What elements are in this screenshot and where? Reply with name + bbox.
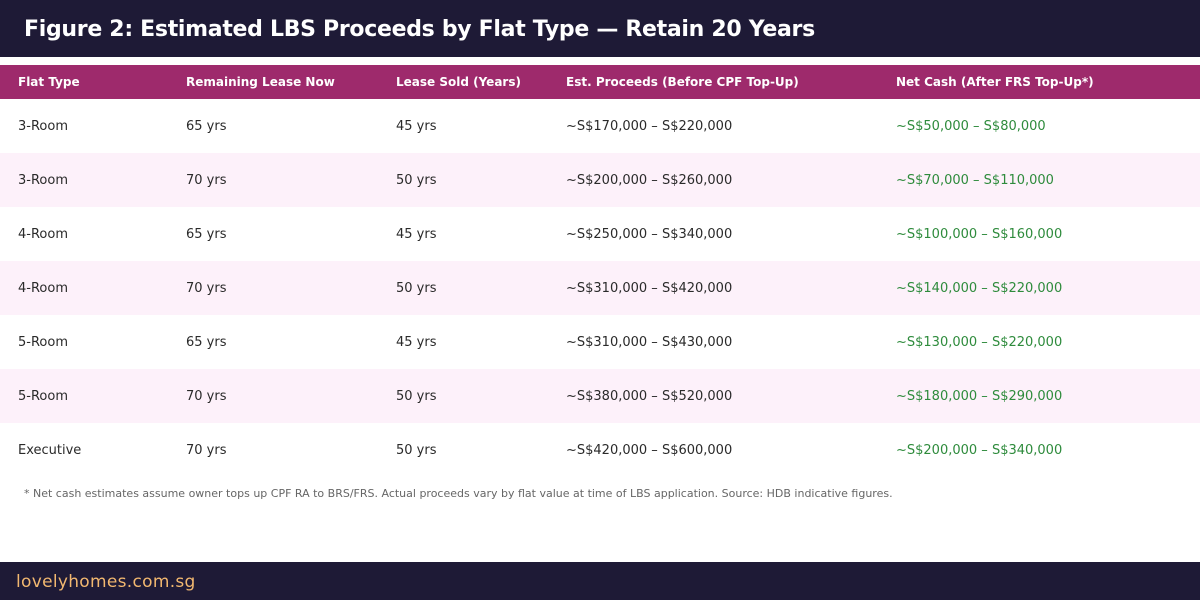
header-net-cash: Net Cash (After FRS Top-Up*) (896, 75, 1094, 89)
site-brand: lovelyhomes.com.sg (16, 572, 196, 592)
cell-net-cash: ~S$180,000 – S$290,000 (896, 388, 1063, 404)
header-est-proceeds: Est. Proceeds (Before CPF Top-Up) (566, 75, 799, 89)
cell-lease-sold: 50 yrs (396, 280, 437, 296)
cell-flat-type: Executive (18, 442, 82, 458)
header-lease-sold: Lease Sold (Years) (396, 75, 521, 89)
cell-flat-type: 4-Room (18, 280, 68, 296)
header-flat-type: Flat Type (18, 75, 80, 89)
title-bar: Figure 2: Estimated LBS Proceeds by Flat… (0, 0, 1200, 57)
cell-flat-type: 3-Room (18, 172, 68, 188)
cell-remaining-lease: 65 yrs (186, 118, 227, 134)
cell-est-proceeds: ~S$420,000 – S$600,000 (566, 442, 733, 458)
cell-remaining-lease: 70 yrs (186, 442, 227, 458)
cell-est-proceeds: ~S$380,000 – S$520,000 (566, 388, 733, 404)
header-remaining-lease: Remaining Lease Now (186, 75, 335, 89)
cell-flat-type: 4-Room (18, 226, 68, 242)
table-row: 5-Room 65 yrs 45 yrs ~S$310,000 – S$430,… (0, 315, 1200, 369)
cell-net-cash: ~S$100,000 – S$160,000 (896, 226, 1063, 242)
cell-remaining-lease: 65 yrs (186, 226, 227, 242)
cell-est-proceeds: ~S$310,000 – S$420,000 (566, 280, 733, 296)
title-gap (0, 57, 1200, 65)
cell-est-proceeds: ~S$310,000 – S$430,000 (566, 334, 733, 350)
cell-lease-sold: 45 yrs (396, 118, 437, 134)
cell-net-cash: ~S$140,000 – S$220,000 (896, 280, 1063, 296)
table-row: 4-Room 70 yrs 50 yrs ~S$310,000 – S$420,… (0, 261, 1200, 315)
cell-remaining-lease: 70 yrs (186, 280, 227, 296)
table-header-row: Flat Type Remaining Lease Now Lease Sold… (0, 65, 1200, 99)
footnote: * Net cash estimates assume owner tops u… (24, 487, 893, 500)
cell-remaining-lease: 65 yrs (186, 334, 227, 350)
table-row: 3-Room 65 yrs 45 yrs ~S$170,000 – S$220,… (0, 99, 1200, 153)
table-row: 5-Room 70 yrs 50 yrs ~S$380,000 – S$520,… (0, 369, 1200, 423)
cell-est-proceeds: ~S$250,000 – S$340,000 (566, 226, 733, 242)
cell-lease-sold: 50 yrs (396, 442, 437, 458)
cell-net-cash: ~S$200,000 – S$340,000 (896, 442, 1063, 458)
table-row: Executive 70 yrs 50 yrs ~S$420,000 – S$6… (0, 423, 1200, 477)
cell-lease-sold: 50 yrs (396, 388, 437, 404)
cell-remaining-lease: 70 yrs (186, 172, 227, 188)
lbs-proceeds-table: Flat Type Remaining Lease Now Lease Sold… (0, 65, 1200, 477)
cell-net-cash: ~S$50,000 – S$80,000 (896, 118, 1046, 134)
cell-flat-type: 5-Room (18, 388, 68, 404)
cell-remaining-lease: 70 yrs (186, 388, 227, 404)
table-row: 4-Room 65 yrs 45 yrs ~S$250,000 – S$340,… (0, 207, 1200, 261)
cell-lease-sold: 45 yrs (396, 226, 437, 242)
cell-net-cash: ~S$130,000 – S$220,000 (896, 334, 1063, 350)
table-row: 3-Room 70 yrs 50 yrs ~S$200,000 – S$260,… (0, 153, 1200, 207)
cell-flat-type: 3-Room (18, 118, 68, 134)
figure-title: Figure 2: Estimated LBS Proceeds by Flat… (24, 17, 815, 42)
cell-flat-type: 5-Room (18, 334, 68, 350)
cell-est-proceeds: ~S$170,000 – S$220,000 (566, 118, 733, 134)
cell-lease-sold: 50 yrs (396, 172, 437, 188)
cell-est-proceeds: ~S$200,000 – S$260,000 (566, 172, 733, 188)
footer-bar: lovelyhomes.com.sg (0, 562, 1200, 600)
cell-lease-sold: 45 yrs (396, 334, 437, 350)
cell-net-cash: ~S$70,000 – S$110,000 (896, 172, 1054, 188)
